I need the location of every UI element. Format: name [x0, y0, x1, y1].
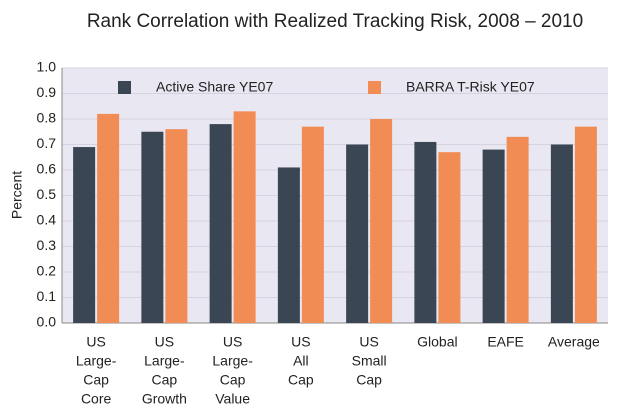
x-tick-label: US [223, 334, 242, 350]
chart-title: Rank Correlation with Realized Tracking … [87, 11, 583, 32]
bar [438, 152, 461, 323]
y-tick-label: 0.4 [37, 212, 57, 228]
x-tick-label: Growth [142, 391, 187, 407]
x-tick-label: Large- [144, 353, 185, 369]
bar [209, 124, 232, 323]
y-tick-label: 0.1 [37, 288, 57, 304]
bar [97, 113, 120, 324]
x-tick-label: Large- [76, 353, 117, 369]
x-tick-label: Value [215, 391, 250, 407]
x-tick-label: US [155, 334, 174, 350]
bar [414, 141, 437, 323]
y-tick-label: 0.9 [37, 84, 57, 100]
bar [550, 144, 573, 323]
x-tick-label: Cap [83, 372, 109, 388]
x-tick-label: Global [417, 334, 457, 350]
bar [482, 149, 505, 323]
bar [574, 126, 597, 324]
x-tick-label: Large- [212, 353, 253, 369]
x-tick-label: All [293, 353, 309, 369]
x-tick-label: US [291, 334, 310, 350]
bar [141, 131, 164, 323]
bar [370, 119, 393, 323]
x-tick-label: EAFE [487, 334, 524, 350]
x-tick-label: Cap [220, 372, 246, 388]
y-tick-label: 0.6 [37, 161, 57, 177]
x-tick-label: Core [81, 391, 112, 407]
bar [301, 126, 324, 324]
y-tick-label: 0.0 [37, 314, 57, 330]
x-tick-label: Cap [356, 372, 382, 388]
bar [73, 147, 96, 323]
x-tick-label: US [86, 334, 105, 350]
y-tick-label: 1.0 [37, 59, 57, 75]
y-tick-label: 0.8 [37, 110, 57, 126]
legend-label: BARRA T-Risk YE07 [406, 79, 535, 95]
x-tick-label: Cap [288, 372, 314, 388]
x-tick-label: US [359, 334, 378, 350]
legend-swatch [368, 81, 381, 94]
bar [346, 144, 369, 323]
y-tick-label: 0.2 [37, 263, 57, 279]
bar [277, 167, 300, 323]
y-axis-label: Percent [9, 171, 25, 219]
x-tick-label: Average [548, 334, 600, 350]
bar [165, 129, 188, 323]
x-tick-label: Cap [152, 372, 178, 388]
legend-label: Active Share YE07 [156, 79, 273, 95]
y-tick-label: 0.5 [37, 186, 57, 202]
x-tick-label: Small [352, 353, 387, 369]
y-tick-label: 0.7 [37, 135, 57, 151]
bar [233, 111, 256, 323]
y-tick-label: 0.3 [37, 237, 57, 253]
bar [506, 136, 529, 323]
legend-swatch [118, 81, 131, 94]
